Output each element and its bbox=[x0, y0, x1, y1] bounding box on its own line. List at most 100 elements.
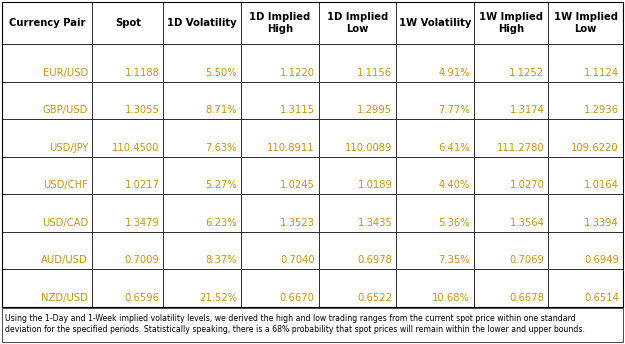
Bar bbox=[241, 2, 319, 44]
Text: 111.2780: 111.2780 bbox=[497, 143, 544, 153]
Text: 1.0164: 1.0164 bbox=[584, 180, 619, 190]
Bar bbox=[2, 82, 92, 119]
Bar bbox=[474, 82, 549, 119]
Text: Currency Pair: Currency Pair bbox=[9, 18, 85, 28]
Bar bbox=[2, 44, 92, 82]
Bar bbox=[241, 82, 319, 119]
Text: 1.0217: 1.0217 bbox=[124, 180, 159, 190]
Text: AUD/USD: AUD/USD bbox=[41, 256, 88, 266]
Text: 1.1156: 1.1156 bbox=[357, 67, 392, 77]
Bar bbox=[2, 2, 623, 307]
Text: 1.2936: 1.2936 bbox=[584, 105, 619, 115]
Bar bbox=[549, 232, 623, 269]
Text: 5.36%: 5.36% bbox=[438, 218, 470, 228]
Text: 1.3055: 1.3055 bbox=[124, 105, 159, 115]
Bar bbox=[241, 44, 319, 82]
Text: 1.1252: 1.1252 bbox=[509, 67, 544, 77]
Text: deviation for the specified periods. Statistically speaking, there is a 68% prob: deviation for the specified periods. Sta… bbox=[5, 325, 585, 334]
Bar bbox=[319, 119, 396, 157]
Bar bbox=[474, 2, 549, 44]
Text: 8.37%: 8.37% bbox=[206, 256, 237, 266]
Bar bbox=[319, 232, 396, 269]
Text: 109.6220: 109.6220 bbox=[571, 143, 619, 153]
Text: 1.3174: 1.3174 bbox=[509, 105, 544, 115]
Bar bbox=[396, 232, 474, 269]
Text: 1W Volatility: 1W Volatility bbox=[399, 18, 471, 28]
Text: 0.7040: 0.7040 bbox=[280, 256, 315, 266]
Text: 1.3435: 1.3435 bbox=[357, 218, 392, 228]
Bar bbox=[2, 269, 92, 307]
Text: 10.68%: 10.68% bbox=[432, 293, 470, 303]
Bar bbox=[2, 194, 92, 232]
Bar bbox=[474, 119, 549, 157]
Bar bbox=[92, 194, 164, 232]
Text: 110.8911: 110.8911 bbox=[267, 143, 315, 153]
Bar bbox=[241, 269, 319, 307]
Text: 7.35%: 7.35% bbox=[438, 256, 470, 266]
Bar bbox=[2, 119, 92, 157]
Bar bbox=[92, 2, 164, 44]
Text: 0.6670: 0.6670 bbox=[280, 293, 315, 303]
Bar bbox=[2, 2, 92, 44]
Text: 110.4500: 110.4500 bbox=[112, 143, 159, 153]
Bar bbox=[319, 44, 396, 82]
Text: 1.3394: 1.3394 bbox=[584, 218, 619, 228]
Bar bbox=[92, 232, 164, 269]
Text: 0.6678: 0.6678 bbox=[509, 293, 544, 303]
Text: 21.52%: 21.52% bbox=[199, 293, 237, 303]
Text: 1D Volatility: 1D Volatility bbox=[168, 18, 237, 28]
Bar bbox=[2, 308, 623, 342]
Text: 6.23%: 6.23% bbox=[206, 218, 237, 228]
Bar bbox=[396, 2, 474, 44]
Bar bbox=[396, 119, 474, 157]
Bar bbox=[319, 2, 396, 44]
Text: NZD/USD: NZD/USD bbox=[41, 293, 88, 303]
Text: Using the 1-Day and 1-Week implied volatility levels, we derived the high and lo: Using the 1-Day and 1-Week implied volat… bbox=[5, 314, 576, 323]
Text: 0.7009: 0.7009 bbox=[125, 256, 159, 266]
Bar bbox=[319, 82, 396, 119]
Text: 6.41%: 6.41% bbox=[438, 143, 470, 153]
Text: 1.0245: 1.0245 bbox=[280, 180, 315, 190]
Text: 0.6949: 0.6949 bbox=[584, 256, 619, 266]
Text: 0.6514: 0.6514 bbox=[584, 293, 619, 303]
Bar bbox=[396, 194, 474, 232]
Bar bbox=[241, 119, 319, 157]
Text: 1.1220: 1.1220 bbox=[280, 67, 315, 77]
Text: USD/JPY: USD/JPY bbox=[49, 143, 88, 153]
Text: 110.0089: 110.0089 bbox=[345, 143, 392, 153]
Bar bbox=[2, 232, 92, 269]
Bar bbox=[549, 194, 623, 232]
Text: 1.2995: 1.2995 bbox=[357, 105, 392, 115]
Text: 5.27%: 5.27% bbox=[206, 180, 237, 190]
Text: 4.91%: 4.91% bbox=[438, 67, 470, 77]
Text: 1D Implied
Low: 1D Implied Low bbox=[327, 12, 388, 34]
Text: 1.3479: 1.3479 bbox=[124, 218, 159, 228]
Text: USD/CAD: USD/CAD bbox=[42, 218, 88, 228]
Text: Spot: Spot bbox=[115, 18, 141, 28]
Bar bbox=[92, 44, 164, 82]
Text: 1.3115: 1.3115 bbox=[280, 105, 315, 115]
Bar bbox=[241, 232, 319, 269]
Bar bbox=[241, 194, 319, 232]
Text: 0.7069: 0.7069 bbox=[509, 256, 544, 266]
Text: 7.77%: 7.77% bbox=[438, 105, 470, 115]
Bar bbox=[164, 269, 241, 307]
Bar bbox=[549, 157, 623, 194]
Bar bbox=[549, 269, 623, 307]
Bar bbox=[396, 269, 474, 307]
Bar bbox=[92, 157, 164, 194]
Bar bbox=[549, 2, 623, 44]
Text: 1W Implied
Low: 1W Implied Low bbox=[554, 12, 618, 34]
Bar bbox=[396, 44, 474, 82]
Bar bbox=[474, 157, 549, 194]
Bar bbox=[92, 119, 164, 157]
Bar bbox=[2, 157, 92, 194]
Bar bbox=[92, 82, 164, 119]
Text: 0.6596: 0.6596 bbox=[124, 293, 159, 303]
Bar bbox=[164, 44, 241, 82]
Bar bbox=[396, 82, 474, 119]
Text: 7.63%: 7.63% bbox=[206, 143, 237, 153]
Bar bbox=[319, 157, 396, 194]
Text: 1.1124: 1.1124 bbox=[584, 67, 619, 77]
Bar bbox=[319, 269, 396, 307]
